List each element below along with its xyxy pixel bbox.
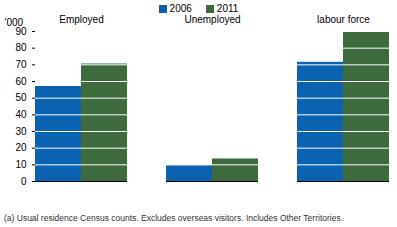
html-text:(a) Usual residence Census cou: (a) Usual residence Census counts. Exclu… bbox=[4, 213, 343, 223]
svg-text:0: 0 bbox=[21, 176, 27, 187]
svg-text:Unemployed: Unemployed bbox=[184, 15, 240, 25]
svg-text:30: 30 bbox=[15, 126, 27, 137]
svg-text:Not in thelabour force: Not in thelabour force bbox=[317, 15, 370, 25]
svg-text:80: 80 bbox=[15, 42, 27, 53]
html-text:2011: 2011 bbox=[216, 3, 239, 14]
svg-text:10: 10 bbox=[15, 159, 27, 170]
svg-text:90: 90 bbox=[15, 25, 27, 37]
html-text:2006: 2006 bbox=[169, 3, 192, 14]
svg-text:20: 20 bbox=[15, 142, 27, 153]
svg-text:50: 50 bbox=[15, 92, 27, 103]
svg-text:Employed: Employed bbox=[59, 15, 103, 25]
svg-text:60: 60 bbox=[15, 76, 27, 87]
svg-text:70: 70 bbox=[15, 59, 27, 70]
svg-text:40: 40 bbox=[15, 109, 27, 120]
svg-text:'000: '000 bbox=[5, 17, 24, 28]
